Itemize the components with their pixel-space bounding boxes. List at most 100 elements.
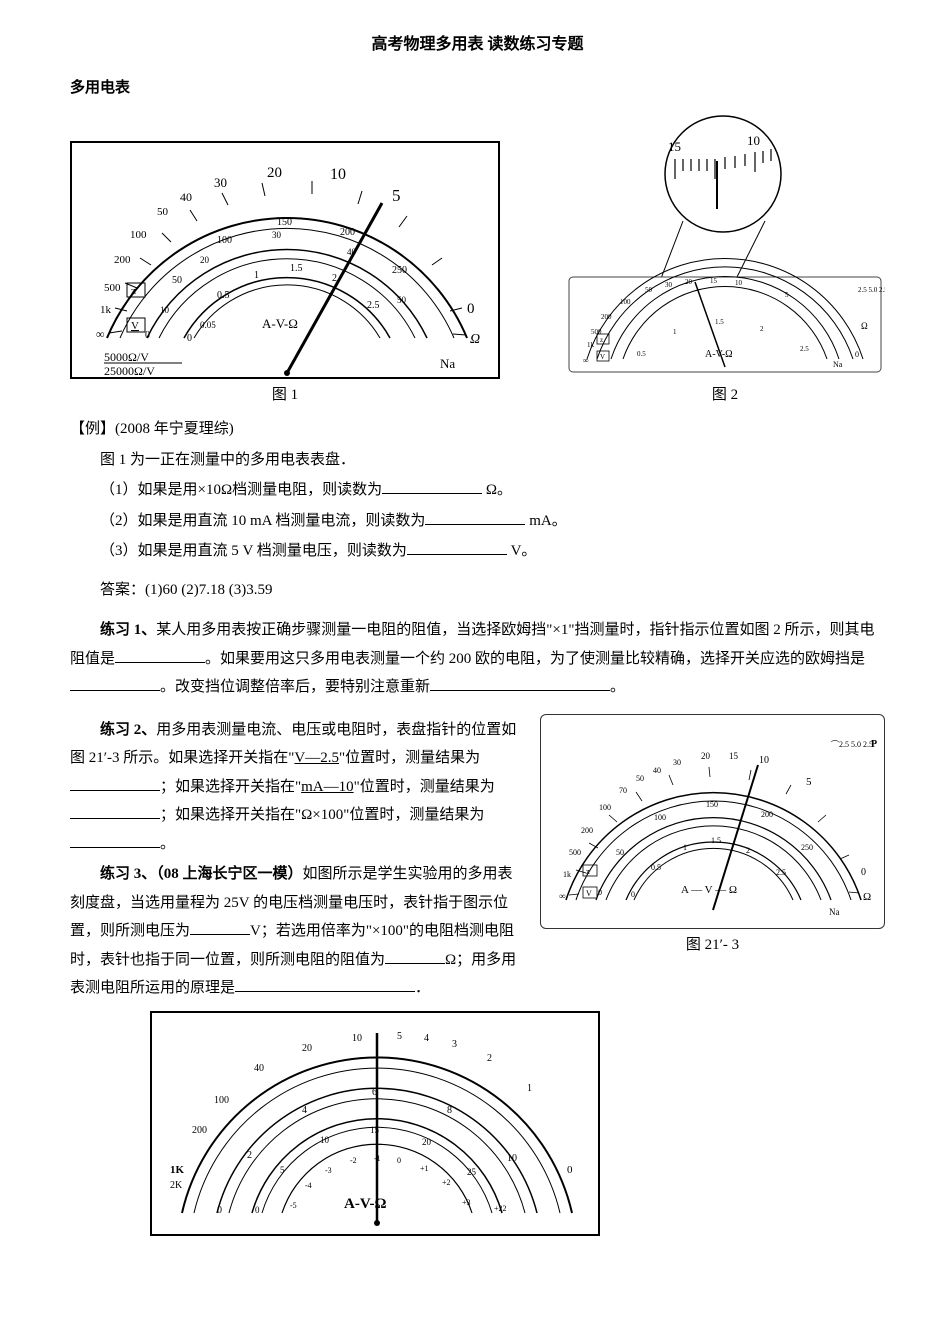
svg-text:10: 10 (330, 166, 346, 183)
blank-ex3-2 (385, 949, 445, 964)
svg-text:2: 2 (247, 1150, 252, 1161)
svg-text:Ω: Ω (861, 321, 868, 331)
svg-text:20: 20 (701, 751, 711, 761)
example-q1: （1）如果是用×10Ω档测量电阻，则读数为 Ω。 (70, 476, 885, 505)
svg-text:0: 0 (187, 333, 192, 344)
svg-text:1k: 1k (563, 870, 571, 879)
svg-text:8: 8 (447, 1105, 452, 1116)
exercise-2-3-row: 练习 2、用多用表测量电流、电压或电阻时，表盘指针的位置如图 21′-3 所示。… (70, 714, 885, 1003)
svg-text:30: 30 (272, 230, 282, 240)
svg-text:30: 30 (673, 758, 681, 767)
svg-text:2: 2 (760, 325, 764, 333)
meter-21-3: ∞ 1k 500 200 100 70 50 40 30 20 15 10 5 … (540, 714, 885, 929)
svg-text:10: 10 (160, 305, 170, 315)
q1-text: （1）如果是用×10Ω档测量电阻，则读数为 (100, 482, 382, 498)
meter-3: 1K 2K 200 100 40 20 10 5 4 3 2 1 0 0 2 4… (150, 1011, 600, 1236)
svg-text:30: 30 (665, 281, 673, 289)
svg-text:10: 10 (759, 755, 769, 766)
svg-text:10: 10 (320, 1135, 330, 1145)
svg-text:100: 100 (214, 1095, 229, 1106)
svg-text:5: 5 (280, 1165, 285, 1175)
svg-text:25000Ω/V: 25000Ω/V (104, 364, 155, 378)
example-q2: （2）如果是用直流 10 mA 档测量电流，则读数为 mA。 (70, 507, 885, 536)
blank-q1 (382, 479, 482, 494)
svg-text:3: 3 (452, 1039, 457, 1050)
svg-text:Na: Na (440, 356, 455, 371)
svg-text:0.5: 0.5 (637, 350, 646, 358)
example-source: 【例】(2008 年宁夏理综) (70, 415, 885, 444)
blank-ex3-1 (190, 920, 250, 935)
example-intro: 图 1 为一正在测量中的多用电表表盘． (70, 446, 885, 475)
svg-text:0: 0 (631, 890, 635, 899)
svg-text:10: 10 (735, 279, 743, 287)
ex1-t2: 。如果要用这只多用电表测量一个约 200 欧的电阻，为了使测量比较精确，选择开关… (205, 651, 865, 667)
svg-text:+22: +22 (494, 1204, 507, 1213)
svg-text:⌒2.5 5.0 2.5: ⌒2.5 5.0 2.5 (831, 740, 873, 749)
svg-text:1K: 1K (170, 1164, 185, 1176)
svg-text:0: 0 (861, 867, 866, 878)
ex1-t3: 。改变挡位调整倍率后，要特别注意重新 (160, 679, 430, 695)
svg-text:20: 20 (302, 1043, 312, 1054)
page-title: 高考物理多用表 读数练习专题 (70, 30, 885, 60)
svg-text:15: 15 (710, 277, 718, 285)
q2-unit: mA。 (525, 513, 566, 529)
svg-text:50: 50 (397, 295, 407, 305)
svg-text:500: 500 (104, 282, 121, 294)
svg-text:∞: ∞ (96, 327, 105, 341)
svg-text:+1: +1 (420, 1164, 429, 1173)
svg-text:Na: Na (829, 907, 840, 917)
svg-text:A-V-Ω: A-V-Ω (262, 316, 298, 331)
svg-text:1.5: 1.5 (715, 318, 724, 326)
svg-text:50: 50 (616, 848, 624, 857)
q1-unit: Ω。 (482, 482, 512, 498)
ex2-sw2: mA—10 (301, 779, 354, 795)
svg-text:V: V (131, 320, 139, 332)
svg-text:20: 20 (200, 255, 210, 265)
svg-text:4: 4 (302, 1105, 307, 1116)
svg-text:0: 0 (217, 1205, 222, 1216)
svg-text:2.5: 2.5 (800, 345, 809, 353)
svg-text:200: 200 (581, 826, 593, 835)
svg-text:25: 25 (467, 1167, 477, 1177)
q2-text: （2）如果是用直流 10 mA 档测量电流，则读数为 (100, 513, 425, 529)
svg-text:1k: 1k (100, 304, 112, 316)
blank-ex1-3 (430, 676, 610, 691)
svg-text:1.5: 1.5 (290, 263, 303, 274)
blank-ex2-2 (70, 804, 160, 819)
exercise-2-3-text: 练习 2、用多用表测量电流、电压或电阻时，表盘指针的位置如图 21′-3 所示。… (70, 714, 524, 1003)
svg-text:20: 20 (422, 1137, 432, 1147)
svg-text:100: 100 (654, 813, 666, 822)
svg-text:0: 0 (598, 888, 602, 897)
svg-text:10: 10 (747, 133, 760, 148)
svg-text:50: 50 (157, 206, 169, 218)
figure-row-1: ∞ 1k 500 200 100 50 40 30 20 10 5 0 Ω 0 … (70, 109, 885, 410)
svg-text:1: 1 (527, 1083, 532, 1094)
svg-text:z: z (586, 867, 590, 876)
exercise-2: 练习 2、用多用表测量电流、电压或电阻时，表盘指针的位置如图 21′-3 所示。… (70, 716, 524, 859)
figure-1-wrap: ∞ 1k 500 200 100 50 40 30 20 10 5 0 Ω 0 … (70, 141, 500, 410)
ex1-label: 练习 1、 (100, 622, 156, 638)
svg-text:1: 1 (673, 328, 677, 336)
ex2-t6: 。 (160, 836, 175, 852)
ex2-label: 练习 2、 (100, 722, 156, 738)
example-q3: （3）如果是用直流 5 V 档测量电压，则读数为 V。 (70, 537, 885, 566)
ex2-t4: "位置时，测量结果为 (354, 779, 495, 795)
q3-text: （3）如果是用直流 5 V 档测量电压，则读数为 (100, 543, 407, 559)
blank-q3 (407, 540, 507, 555)
figure-2-wrap: 15 10 ∞ 1k 500 200 100 50 30 (565, 109, 885, 410)
svg-text:0.5: 0.5 (217, 290, 230, 301)
svg-text:200: 200 (761, 810, 773, 819)
svg-text:100: 100 (217, 235, 232, 246)
svg-text:50: 50 (636, 774, 644, 783)
fig2-caption: 图 2 (565, 381, 885, 410)
svg-text:1k: 1k (587, 341, 595, 349)
svg-text:-5: -5 (290, 1201, 297, 1210)
svg-text:1: 1 (254, 270, 259, 281)
ex2-t3: ；如果选择开关指在" (160, 779, 301, 795)
meter-1: ∞ 1k 500 200 100 50 40 30 20 10 5 0 Ω 0 … (70, 141, 500, 379)
ex2-t2: "位置时，测量结果为 (339, 750, 480, 766)
svg-text:∞: ∞ (559, 891, 565, 901)
blank-ex1-2 (70, 676, 160, 691)
svg-text:0.05: 0.05 (200, 320, 216, 330)
svg-text:5000Ω/V: 5000Ω/V (104, 350, 149, 364)
